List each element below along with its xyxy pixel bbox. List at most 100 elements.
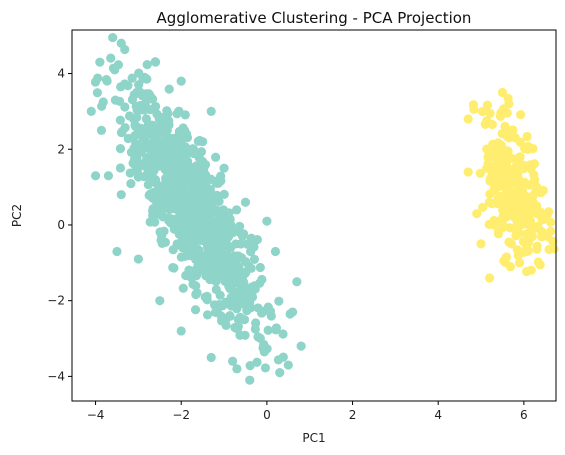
data-point xyxy=(521,198,531,209)
data-point xyxy=(499,256,509,266)
data-point xyxy=(254,278,265,288)
data-point-edge xyxy=(262,216,272,226)
data-point xyxy=(246,233,256,243)
data-point xyxy=(162,106,172,116)
data-point xyxy=(519,210,529,220)
data-point-edge xyxy=(463,167,473,177)
data-point xyxy=(169,224,179,234)
data-point xyxy=(202,310,213,320)
data-point xyxy=(115,163,126,173)
data-point xyxy=(152,198,162,208)
data-point xyxy=(188,279,198,289)
data-point xyxy=(157,231,167,241)
data-point xyxy=(123,133,133,144)
data-point xyxy=(176,154,186,164)
data-point xyxy=(164,116,174,126)
data-point xyxy=(93,73,103,83)
data-point-edge xyxy=(198,137,208,147)
data-point-edge xyxy=(245,375,255,385)
data-point xyxy=(178,223,189,233)
data-point xyxy=(191,271,202,281)
data-point xyxy=(101,75,111,85)
data-point xyxy=(189,149,199,159)
data-point xyxy=(115,143,126,154)
data-point xyxy=(139,72,150,82)
data-point xyxy=(225,311,235,321)
data-point xyxy=(138,91,149,101)
data-point-edge xyxy=(150,57,161,67)
data-point-edge xyxy=(532,201,542,211)
data-point xyxy=(513,167,523,177)
data-point xyxy=(263,325,273,335)
data-point-edge xyxy=(532,182,542,192)
data-point xyxy=(140,161,150,171)
data-point xyxy=(487,119,497,130)
data-point-edge xyxy=(116,38,126,48)
data-point xyxy=(127,73,137,83)
data-point-edge xyxy=(497,220,508,230)
data-point xyxy=(196,258,206,268)
data-point xyxy=(516,110,526,120)
data-point xyxy=(240,300,250,310)
data-point xyxy=(149,166,159,176)
data-point xyxy=(156,119,166,129)
data-point-edge xyxy=(112,246,122,257)
data-point-edge xyxy=(292,277,302,287)
data-point-edge xyxy=(504,99,514,109)
data-point xyxy=(200,224,210,234)
data-point xyxy=(169,197,179,207)
data-point-edge xyxy=(476,239,486,249)
data-point-edge xyxy=(108,32,118,43)
data-point-edge xyxy=(90,171,101,181)
data-point xyxy=(172,185,182,195)
data-point xyxy=(146,144,156,154)
data-point xyxy=(245,361,255,371)
series-2-points xyxy=(463,87,559,283)
data-point xyxy=(532,244,542,254)
data-point xyxy=(246,263,256,273)
data-point xyxy=(132,87,142,98)
data-point-edge xyxy=(514,258,525,268)
data-point-edge xyxy=(472,209,482,219)
data-point xyxy=(232,205,242,215)
data-point xyxy=(190,198,201,208)
data-point xyxy=(170,141,180,151)
data-point xyxy=(546,226,556,236)
data-point xyxy=(138,134,148,144)
data-point xyxy=(274,296,284,306)
data-point xyxy=(168,150,179,160)
data-point xyxy=(505,178,515,188)
data-point xyxy=(251,318,261,328)
data-point xyxy=(168,263,178,273)
data-point xyxy=(206,270,216,280)
data-point-edge xyxy=(133,254,143,264)
data-point xyxy=(178,283,188,293)
y-axis-label: PC2 xyxy=(10,204,24,227)
data-point xyxy=(255,262,265,273)
data-point-edge xyxy=(206,352,216,363)
data-point xyxy=(529,170,539,180)
data-point xyxy=(204,236,214,246)
data-point xyxy=(143,180,153,190)
data-point xyxy=(240,267,250,278)
data-point xyxy=(232,262,242,273)
data-point xyxy=(132,105,142,115)
data-point xyxy=(131,138,141,149)
data-point-edge xyxy=(232,364,242,374)
data-point xyxy=(202,189,212,199)
data-point xyxy=(179,129,189,139)
y-tick-label: 4 xyxy=(57,67,65,81)
data-point-edge xyxy=(283,360,293,370)
data-point xyxy=(231,239,241,249)
data-point xyxy=(512,215,523,226)
data-point xyxy=(227,276,237,286)
data-point xyxy=(212,235,222,245)
data-point-edge xyxy=(489,152,499,162)
data-point xyxy=(164,84,174,94)
data-point xyxy=(502,162,512,172)
data-point xyxy=(489,220,499,230)
data-point xyxy=(145,217,155,227)
data-point xyxy=(185,162,195,172)
data-point xyxy=(189,252,200,262)
